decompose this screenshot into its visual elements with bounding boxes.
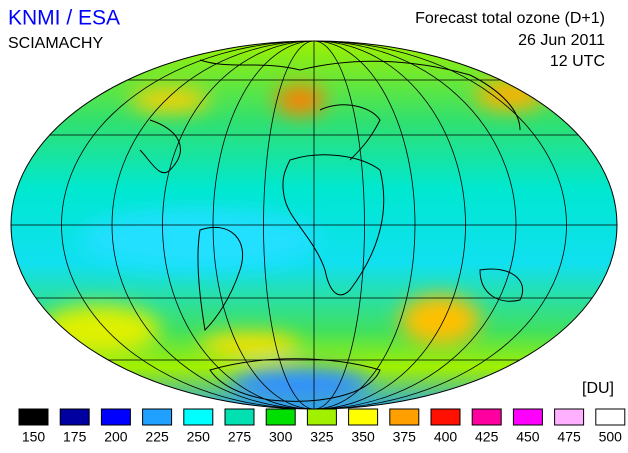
legend-label: 350	[351, 429, 375, 445]
legend-label: 200	[104, 429, 128, 445]
legend-swatch	[18, 408, 49, 426]
forecast-time: 12 UTC	[550, 53, 605, 70]
legend-swatch	[554, 408, 585, 426]
legend-swatch	[306, 408, 337, 426]
legend-swatch	[595, 408, 626, 426]
legend-label: 500	[599, 429, 623, 445]
legend-label: 250	[187, 429, 211, 445]
legend-label: 375	[393, 429, 417, 445]
legend-label: 275	[228, 429, 252, 445]
legend-label: 475	[557, 429, 581, 445]
legend-swatch	[183, 408, 214, 426]
legend-label: 400	[434, 429, 458, 445]
legend-label: 225	[145, 429, 169, 445]
color-legend: 150 175 200 225 250 275 300 325 350 375 400 425 450 4…	[18, 408, 626, 445]
instrument: SCIAMACHY	[8, 35, 103, 52]
legend-unit: [DU]	[582, 380, 614, 397]
ozone-field	[11, 41, 617, 409]
legend-label: 150	[22, 429, 46, 445]
legend-swatch	[348, 408, 379, 426]
forecast-date: 26 Jun 2011	[518, 32, 605, 49]
legend-swatch	[142, 408, 173, 426]
legend-swatch	[100, 408, 131, 426]
legend-swatch	[389, 408, 420, 426]
legend-label: 325	[310, 429, 334, 445]
legend-swatch	[59, 408, 90, 426]
legend-swatch	[265, 408, 296, 426]
legend-swatch	[471, 408, 502, 426]
agency-title: KNMI / ESA	[8, 7, 120, 30]
legend-label: 425	[475, 429, 499, 445]
legend-label: 450	[516, 429, 540, 445]
legend-label: 300	[269, 429, 293, 445]
legend-swatch	[512, 408, 543, 426]
graticule	[11, 41, 617, 409]
product-title: Forecast total ozone (D+1)	[415, 10, 605, 27]
legend-label: 175	[63, 429, 87, 445]
coastlines	[139, 59, 523, 402]
legend-swatch	[430, 408, 461, 426]
legend-swatch	[224, 408, 255, 426]
